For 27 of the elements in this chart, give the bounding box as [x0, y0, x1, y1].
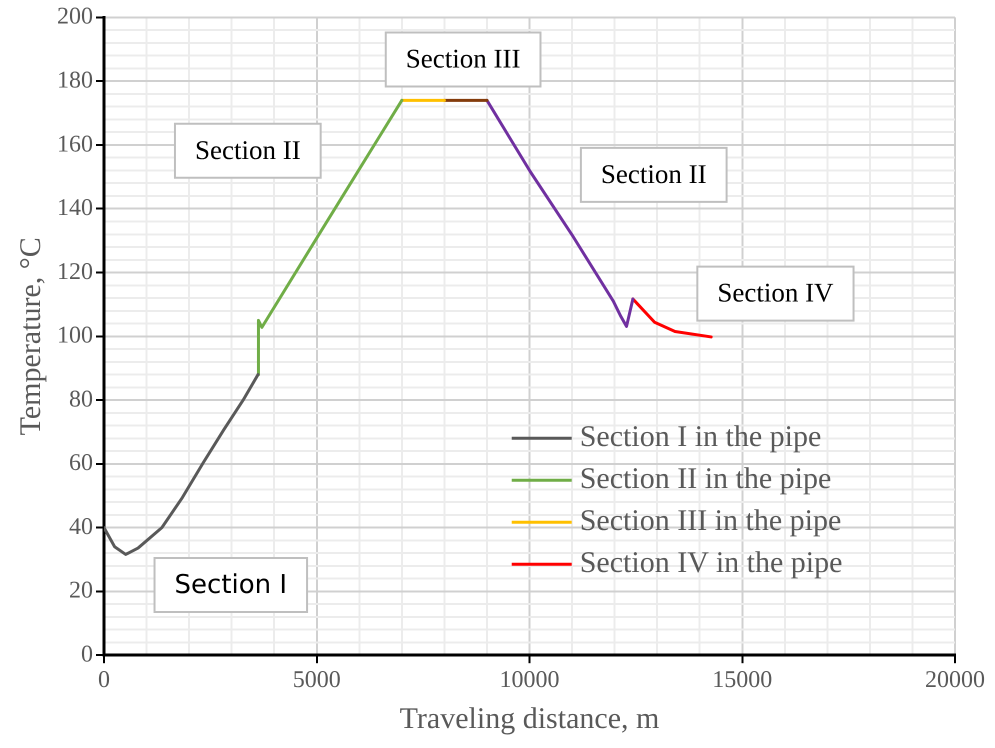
annotation: Section III — [406, 44, 520, 74]
y-tick-label: 40 — [69, 514, 93, 540]
legend-label: Section I in the pipe — [580, 420, 822, 454]
y-tick-label: 140 — [57, 195, 93, 222]
x-tick-label: 20000 — [925, 666, 985, 693]
annotation: Section II — [194, 134, 301, 165]
x-axis-title: Traveling distance, m — [400, 702, 660, 735]
y-tick-label: 160 — [57, 131, 93, 158]
y-axis-title: Temperature, °C — [14, 237, 47, 436]
annotation: Section I — [174, 570, 288, 600]
x-tick-label: 15000 — [712, 666, 772, 693]
y-tick-label: 60 — [69, 450, 93, 476]
x-tick-label: 0 — [98, 666, 110, 693]
y-tick-label: 200 — [57, 4, 93, 30]
x-tick-label: 10000 — [500, 666, 560, 693]
y-tick-label: 20 — [69, 578, 93, 604]
y-tick-label: 0 — [81, 641, 93, 668]
x-tick-label: 5000 — [292, 666, 341, 693]
annotation: Section II — [600, 159, 707, 190]
y-tick-label: 180 — [57, 67, 93, 94]
legend-label: Section III in the pipe — [580, 504, 842, 538]
y-tick-label: 100 — [57, 322, 93, 349]
legend-label: Section II in the pipe — [580, 462, 832, 496]
legend-label: Section IV in the pipe — [580, 546, 842, 580]
y-tick-label: 120 — [57, 258, 93, 285]
y-tick-label: 80 — [69, 386, 93, 412]
annotation: Section IV — [717, 278, 834, 308]
